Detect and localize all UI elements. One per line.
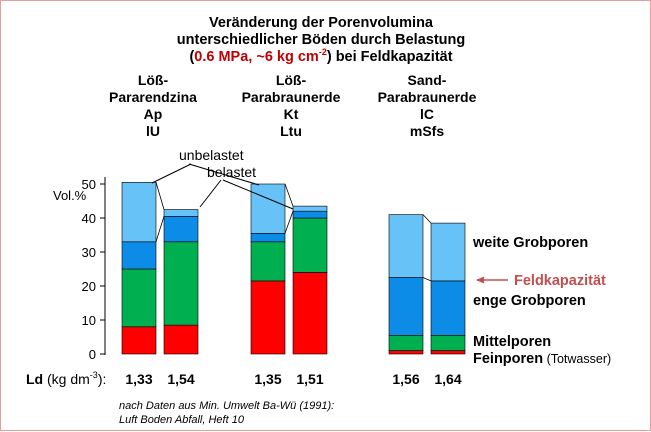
bar-1 — [121, 182, 157, 355]
connector-line — [155, 216, 165, 242]
label-mittelporen: Mittelporen — [473, 334, 551, 350]
source-line-2: Luft Boden Abfall, Heft 10 — [119, 414, 245, 426]
soil-2-line-4: Ltu — [280, 123, 302, 139]
soil-2-line-3: Kt — [284, 106, 299, 122]
ld-value: 1,51 — [296, 371, 323, 387]
bar-3 — [250, 183, 286, 355]
y-tick-label: 30 — [82, 245, 96, 260]
pointer-belastet-1 — [199, 179, 222, 208]
ld-value: 1,64 — [434, 371, 461, 387]
soil-header-1: Löß- Pararendzina Ap lU — [109, 72, 197, 139]
field-capacity-marker: Feldkapazität — [476, 273, 606, 289]
bar-2 — [163, 209, 199, 355]
bars — [121, 182, 466, 355]
soil-3-line-2: Parabraunerde — [378, 89, 477, 105]
title-pressure-exp: -2 — [319, 47, 327, 57]
bar-segment-mittelporen — [430, 334, 466, 351]
ld-value: 1,54 — [167, 371, 194, 387]
title-line-1: Veränderung der Porenvolumina — [209, 15, 434, 31]
bar-5 — [388, 214, 424, 355]
title-pressure: 0.6 MPa, ~6 kg cm — [194, 49, 319, 65]
soil-1-line-3: Ap — [144, 106, 163, 122]
label-feldkapazitaet: Feldkapazität — [514, 273, 606, 289]
bar-segment-mittelporen — [121, 268, 157, 328]
bar-6 — [430, 222, 466, 355]
annotation-unbelastet: unbelastet — [179, 147, 244, 163]
bar-segment-enge-grobporen — [430, 280, 466, 336]
soil-header-2: Löß- Parabraunerde Kt Ltu — [242, 72, 341, 139]
connector-line — [155, 182, 165, 210]
label-enge-grobporen: enge Grobporen — [473, 293, 586, 309]
soil-header-3: Sand- Parabraunerde lC mSfs — [378, 72, 477, 139]
soil-2-line-1: Löß- — [276, 72, 307, 88]
bar-segment-enge-grobporen — [163, 216, 199, 243]
annotation-belastet: belastet — [207, 164, 256, 180]
bar-segment-mittelporen — [292, 217, 328, 273]
title-line-2: unterschiedlicher Böden durch Belastung — [177, 32, 465, 48]
ld-label-unit: (kg dm — [43, 371, 90, 387]
source-line-1: nach Daten aus Min. Umwelt Ba-Wü (1991): — [119, 400, 334, 412]
bar-segment-mittelporen — [388, 334, 424, 351]
ld-values: 1,33 1,54 1,35 1,51 1,56 1,64 — [125, 371, 461, 387]
bar-segment-weite-grobporen — [163, 209, 199, 217]
title-paren-close: ) bei Feldkapazität — [327, 49, 453, 65]
ld-label-exp: -3 — [90, 370, 98, 380]
bar-segment-mittelporen — [250, 241, 286, 282]
soil-1-line-2: Pararendzina — [109, 89, 197, 105]
label-weite-grobporen: weite Grobporen — [472, 235, 588, 251]
pointer-belastet-2 — [222, 179, 294, 210]
bar-connectors — [155, 182, 432, 282]
label-feinporen-name: Feinporen — [473, 351, 543, 367]
y-tick-label: 40 — [82, 211, 96, 226]
ld-value: 1,35 — [254, 371, 281, 387]
connector-line — [284, 183, 294, 207]
bar-segment-enge-grobporen — [121, 241, 157, 270]
bar-segment-weite-grobporen — [121, 182, 157, 243]
ld-value: 1,56 — [392, 371, 419, 387]
y-tick-label: 20 — [82, 279, 96, 294]
bar-segment-weite-grobporen — [430, 222, 466, 282]
y-tick-label: 0 — [89, 347, 96, 362]
soil-3-line-4: mSfs — [410, 123, 444, 139]
bar-4 — [292, 205, 328, 355]
ld-label-symbol: Ld — [26, 371, 43, 387]
field-capacity-arrow-head — [476, 276, 484, 284]
ld-value: 1,33 — [125, 371, 152, 387]
ld-label: Ld (kg dm-3): — [26, 370, 106, 387]
bar-segment-weite-grobporen — [292, 205, 328, 212]
bar-segment-feinporen — [292, 272, 328, 355]
pointer-unbelastet-2 — [188, 163, 260, 186]
ld-label-close: ): — [98, 371, 107, 387]
soil-3-line-1: Sand- — [408, 72, 447, 88]
connector-line — [422, 214, 432, 224]
bar-segment-weite-grobporen — [250, 183, 286, 234]
label-feinporen-note: (Totwasser) — [543, 352, 611, 366]
y-tick-label: 10 — [82, 313, 96, 328]
pointer-unbelastet-1 — [151, 163, 192, 184]
label-feinporen: Feinporen (Totwasser) — [473, 351, 611, 367]
bar-segment-enge-grobporen — [250, 233, 286, 243]
connector-line — [422, 277, 432, 282]
bar-segment-enge-grobporen — [292, 210, 328, 219]
title-paren-open: ( — [189, 49, 194, 65]
soil-3-line-3: lC — [420, 106, 434, 122]
bar-segment-feinporen — [388, 350, 424, 355]
bar-segment-feinporen — [430, 350, 466, 355]
soil-1-line-4: lU — [146, 123, 160, 139]
soil-1-line-1: Löß- — [138, 72, 169, 88]
title-line-3: (0.6 MPa, ~6 kg cm-2) bei Feldkapazität — [189, 47, 452, 65]
y-axis-label: Vol.% — [53, 188, 87, 203]
y-tick-label: 50 — [82, 177, 96, 192]
bar-segment-feinporen — [163, 324, 199, 355]
y-axis-ticks: 0 10 20 30 40 50 — [82, 177, 105, 362]
connector-line — [284, 211, 294, 234]
bar-segment-enge-grobporen — [388, 277, 424, 336]
bar-segment-feinporen — [250, 280, 286, 355]
bar-segment-feinporen — [121, 326, 157, 355]
bar-segment-mittelporen — [163, 241, 199, 326]
soil-2-line-2: Parabraunerde — [242, 89, 341, 105]
bar-segment-weite-grobporen — [388, 214, 424, 278]
